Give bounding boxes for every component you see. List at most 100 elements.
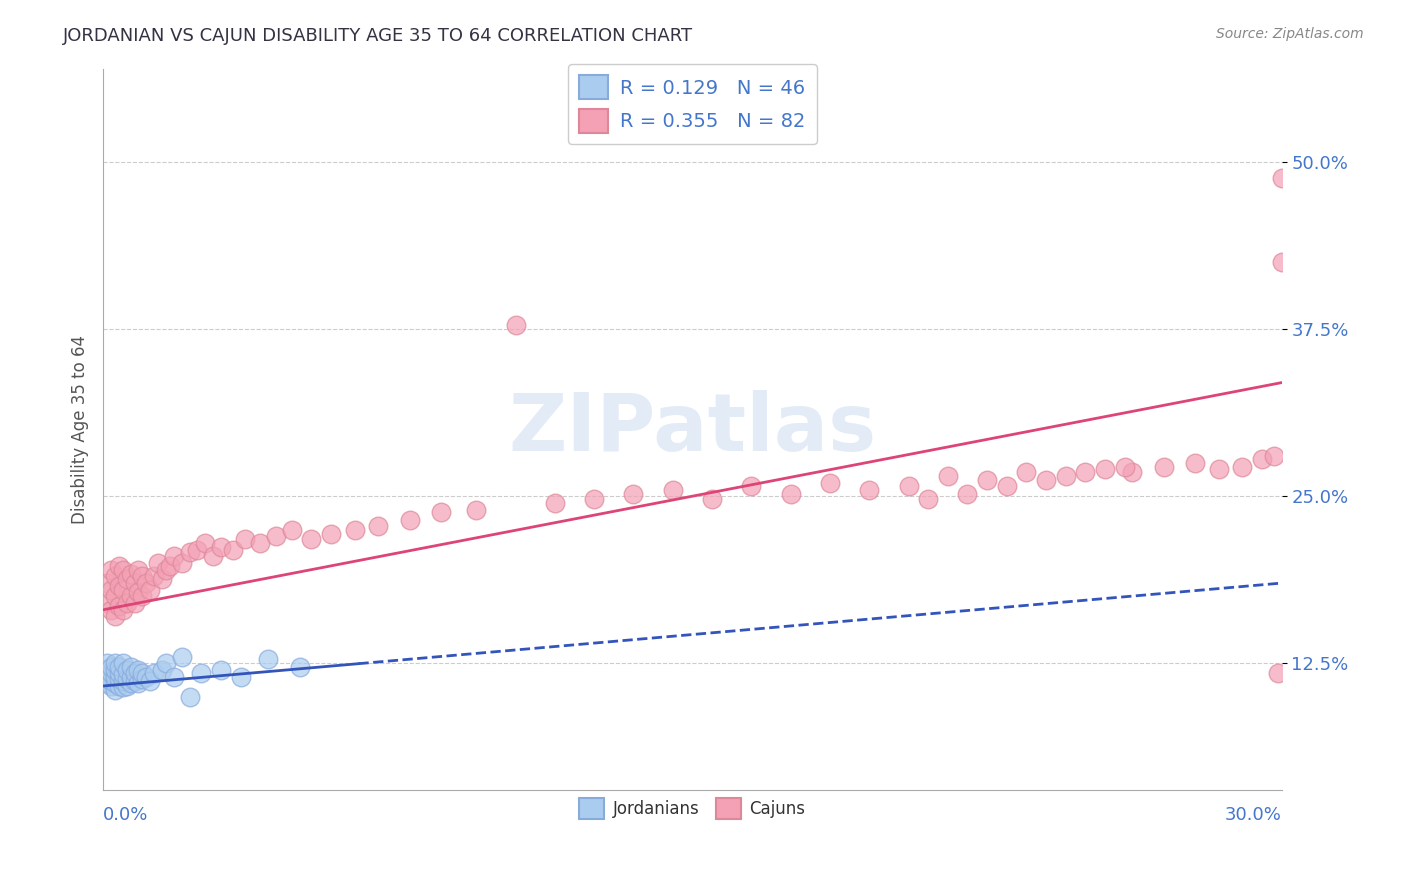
Point — [465, 502, 488, 516]
Point — [115, 673, 138, 687]
Point — [115, 663, 138, 677]
Point — [96, 670, 118, 684]
Point — [1263, 449, 1285, 463]
Point — [319, 526, 342, 541]
Point — [111, 673, 134, 688]
Text: ZIPatlas: ZIPatlas — [509, 391, 876, 468]
Point — [111, 563, 134, 577]
Point — [150, 572, 173, 586]
Point — [505, 318, 527, 332]
Point — [139, 673, 162, 688]
Point — [1208, 462, 1230, 476]
Point — [1094, 462, 1116, 476]
Point — [1184, 456, 1206, 470]
Point — [299, 532, 322, 546]
Point — [104, 676, 127, 690]
Point — [108, 579, 131, 593]
Point — [127, 676, 149, 690]
Point — [229, 670, 252, 684]
Point — [343, 523, 366, 537]
Point — [127, 563, 149, 577]
Point — [124, 576, 146, 591]
Point — [170, 649, 193, 664]
Point — [280, 523, 302, 537]
Point — [150, 663, 173, 677]
Point — [917, 491, 939, 506]
Point — [104, 663, 127, 677]
Point — [104, 657, 127, 671]
Point — [143, 665, 166, 680]
Point — [209, 663, 232, 677]
Point — [115, 572, 138, 586]
Text: JORDANIAN VS CAJUN DISABILITY AGE 35 TO 64 CORRELATION CHART: JORDANIAN VS CAJUN DISABILITY AGE 35 TO … — [63, 27, 693, 45]
Point — [155, 657, 177, 671]
Point — [120, 590, 142, 604]
Legend: Jordanians, Cajuns: Jordanians, Cajuns — [572, 791, 813, 825]
Point — [186, 542, 208, 557]
Point — [623, 486, 645, 500]
Point — [124, 665, 146, 680]
Point — [858, 483, 880, 497]
Point — [1271, 255, 1294, 269]
Point — [124, 673, 146, 688]
Point — [135, 576, 157, 591]
Point — [1232, 459, 1254, 474]
Point — [740, 478, 762, 492]
Point — [1271, 171, 1294, 186]
Point — [108, 673, 131, 687]
Point — [209, 540, 232, 554]
Point — [100, 582, 122, 597]
Point — [100, 673, 122, 688]
Point — [108, 599, 131, 613]
Point — [143, 569, 166, 583]
Point — [100, 679, 122, 693]
Point — [96, 676, 118, 690]
Point — [179, 545, 201, 559]
Point — [700, 491, 723, 506]
Point — [100, 660, 122, 674]
Point — [111, 667, 134, 681]
Point — [583, 491, 606, 506]
Point — [100, 665, 122, 680]
Text: Source: ZipAtlas.com: Source: ZipAtlas.com — [1216, 27, 1364, 41]
Point — [139, 582, 162, 597]
Text: 0.0%: 0.0% — [103, 806, 149, 824]
Text: 30.0%: 30.0% — [1225, 806, 1282, 824]
Point — [96, 663, 118, 677]
Point — [398, 513, 420, 527]
Point — [249, 536, 271, 550]
Point — [159, 558, 181, 573]
Point — [120, 676, 142, 690]
Point — [163, 549, 186, 564]
Point — [131, 665, 153, 680]
Point — [104, 683, 127, 698]
Point — [104, 569, 127, 583]
Point — [1267, 665, 1289, 680]
Point — [111, 681, 134, 695]
Point — [96, 657, 118, 671]
Point — [108, 679, 131, 693]
Point — [936, 469, 959, 483]
Point — [288, 660, 311, 674]
Point — [233, 532, 256, 546]
Point — [1153, 459, 1175, 474]
Point — [115, 679, 138, 693]
Point — [1251, 451, 1274, 466]
Point — [131, 590, 153, 604]
Point — [222, 542, 245, 557]
Point — [104, 609, 127, 624]
Point — [170, 556, 193, 570]
Point — [100, 603, 122, 617]
Point — [1015, 465, 1038, 479]
Point — [146, 556, 169, 570]
Point — [1054, 469, 1077, 483]
Point — [544, 496, 567, 510]
Point — [127, 585, 149, 599]
Point — [257, 652, 280, 666]
Point — [194, 536, 217, 550]
Point — [163, 670, 186, 684]
Point — [897, 478, 920, 492]
Point — [115, 596, 138, 610]
Point — [1074, 465, 1097, 479]
Point — [131, 569, 153, 583]
